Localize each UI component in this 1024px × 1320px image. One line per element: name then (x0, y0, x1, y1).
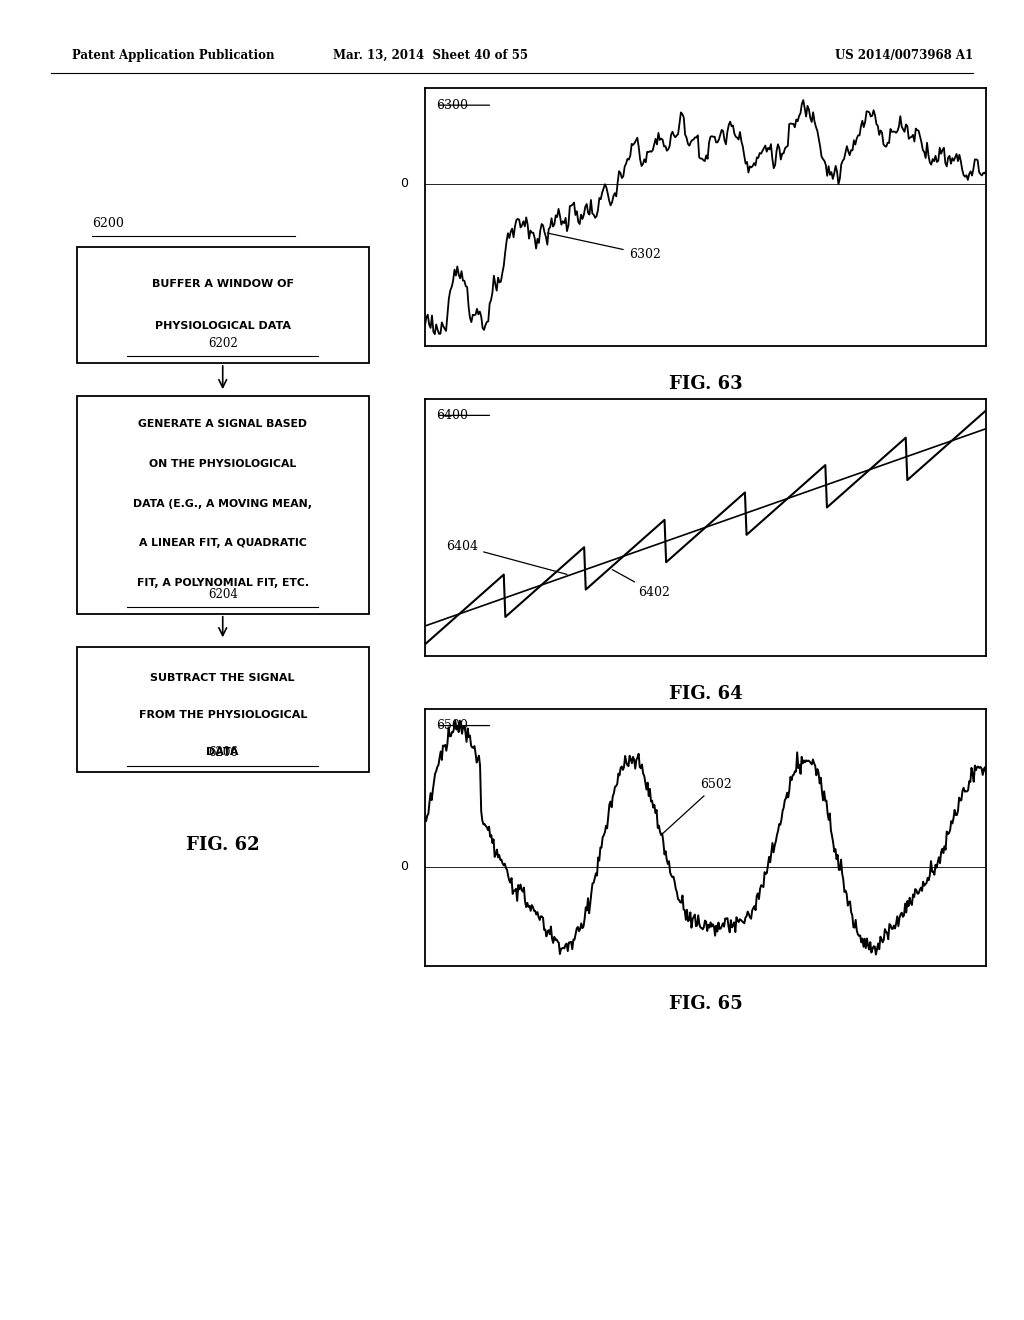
Text: DATA: DATA (207, 747, 239, 758)
Text: 6202: 6202 (208, 337, 238, 350)
Text: 6400: 6400 (436, 409, 468, 422)
Text: A LINEAR FIT, A QUADRATIC: A LINEAR FIT, A QUADRATIC (139, 539, 306, 548)
Text: FIG. 63: FIG. 63 (669, 375, 742, 393)
Text: 0: 0 (400, 861, 409, 874)
Text: SUBTRACT THE SIGNAL: SUBTRACT THE SIGNAL (151, 673, 295, 684)
Text: BUFFER A WINDOW OF: BUFFER A WINDOW OF (152, 279, 294, 289)
Text: PHYSIOLOGICAL DATA: PHYSIOLOGICAL DATA (155, 321, 291, 331)
Text: 6206: 6206 (208, 746, 238, 759)
Text: 6300: 6300 (436, 99, 468, 112)
Text: 6204: 6204 (208, 587, 238, 601)
FancyBboxPatch shape (77, 247, 369, 363)
Text: 6502: 6502 (664, 777, 732, 833)
Text: 6402: 6402 (612, 570, 670, 599)
Text: Patent Application Publication: Patent Application Publication (72, 49, 274, 62)
Text: FIG. 65: FIG. 65 (669, 995, 742, 1014)
Text: FROM THE PHYSIOLOGICAL: FROM THE PHYSIOLOGICAL (138, 710, 307, 721)
Text: 0: 0 (400, 177, 409, 190)
Text: FIG. 64: FIG. 64 (669, 685, 742, 704)
Text: ON THE PHYSIOLOGICAL: ON THE PHYSIOLOGICAL (150, 459, 296, 469)
Text: Mar. 13, 2014  Sheet 40 of 55: Mar. 13, 2014 Sheet 40 of 55 (333, 49, 527, 62)
Text: 6404: 6404 (446, 540, 567, 574)
Text: FIG. 62: FIG. 62 (186, 836, 259, 854)
Text: 6500: 6500 (436, 719, 468, 733)
Text: GENERATE A SIGNAL BASED: GENERATE A SIGNAL BASED (138, 420, 307, 429)
Text: 6302: 6302 (547, 234, 660, 260)
FancyBboxPatch shape (77, 647, 369, 772)
FancyBboxPatch shape (77, 396, 369, 614)
Text: FIT, A POLYNOMIAL FIT, ETC.: FIT, A POLYNOMIAL FIT, ETC. (136, 578, 309, 587)
Text: US 2014/0073968 A1: US 2014/0073968 A1 (835, 49, 973, 62)
Text: DATA (E.G., A MOVING MEAN,: DATA (E.G., A MOVING MEAN, (133, 499, 312, 508)
Text: 6200: 6200 (92, 216, 124, 230)
